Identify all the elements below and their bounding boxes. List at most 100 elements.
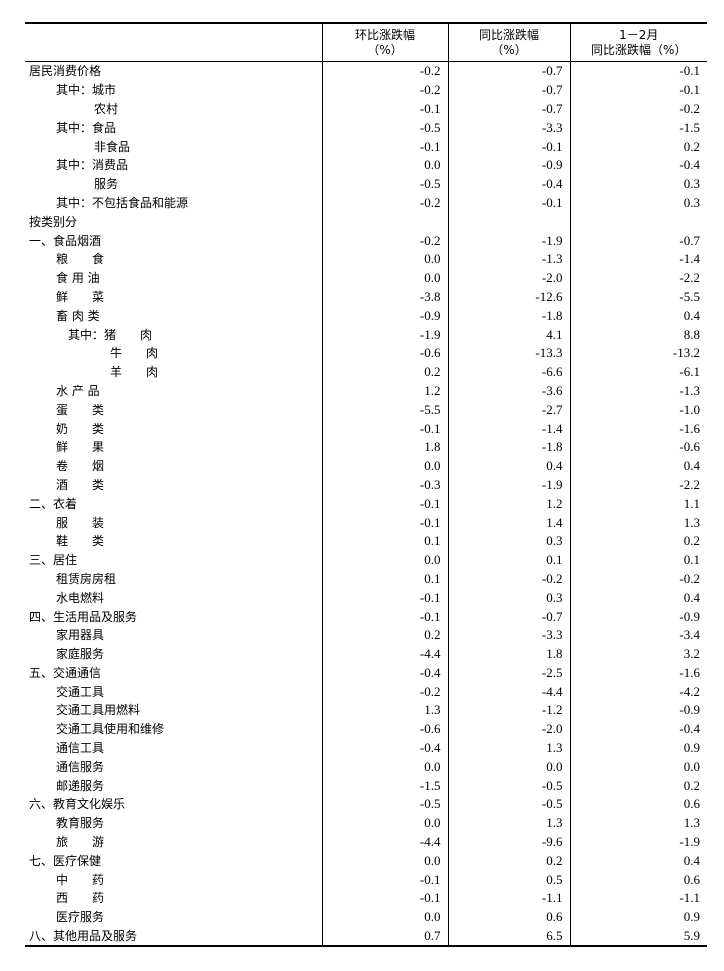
row-label: 奶 类 [56,421,105,436]
cell-ytd-yoy: 0.6 [569,795,707,814]
cell-ytd-yoy: -6.1 [569,362,707,382]
table-row: 服 装 -0.1 1.4 1.3 [25,513,707,532]
row-label: 家用器具 [56,628,105,643]
cell-ytd-yoy: -0.6 [569,437,707,457]
cell-yoy: 1.8 [447,644,570,664]
cell-yoy: -2.7 [447,400,570,420]
cell-mom: 1.8 [321,437,448,457]
cell-yoy: -13.3 [447,343,570,363]
cell-ytd-yoy: 0.1 [569,550,707,570]
cell-mom: 0.0 [321,813,448,833]
cell-yoy [447,212,570,232]
row-label: 旅 游 [56,835,105,850]
header-yoy-line1: 同比涨跌幅 [478,27,539,42]
row-label: 非食品 [94,139,131,154]
cell-yoy: 0.0 [447,757,570,777]
table-row: 七、医疗保健 0.0 0.2 0.4 [25,851,707,871]
cell-ytd-yoy: 0.3 [569,193,707,213]
row-label: 邮递服务 [56,778,105,793]
row-label: 西 药 [56,891,105,906]
cell-mom: -0.1 [321,889,448,908]
cell-mom: -0.6 [321,719,448,739]
cell-mom: -0.1 [321,419,448,438]
cell-mom: -0.4 [321,663,448,683]
cell-mom: 0.0 [321,249,448,269]
cell-ytd-yoy: -5.5 [569,287,707,307]
row-label: 服 装 [56,515,105,530]
cell-yoy: -4.4 [447,682,570,702]
row-label: 水电燃料 [56,590,105,605]
cell-ytd-yoy: 0.4 [569,588,707,608]
table-row: 水电燃料 -0.1 0.3 0.4 [25,588,707,608]
cell-ytd-yoy: -1.6 [569,663,707,683]
table-row: 居民消费价格 -0.2 -0.7 -0.1 [25,61,707,81]
cell-ytd-yoy: -3.4 [569,625,707,645]
cell-mom: 0.1 [321,569,448,589]
cell-yoy: -0.7 [447,80,570,100]
cell-mom: -0.2 [321,231,448,250]
row-label: 其中：食品 [56,120,117,135]
table-row: 八、其他用品及服务 0.7 6.5 5.9 [25,926,707,948]
cell-mom: 0.2 [321,362,448,382]
table-row: 羊 肉 0.2 -6.6 -6.1 [25,362,707,382]
row-label: 二、衣着 [29,496,78,511]
table-row: 牛 肉 -0.6 -13.3 -13.2 [25,343,707,363]
cell-mom: -0.1 [321,494,448,514]
cell-yoy: -0.2 [447,569,570,589]
cell-mom: -0.2 [321,682,448,702]
cell-mom: -1.5 [321,776,448,796]
row-label: 羊 肉 [110,365,159,380]
row-label: 服务 [94,177,119,192]
row-label: 蛋 类 [56,402,105,417]
cell-ytd-yoy: 1.3 [569,813,707,833]
table-row: 家庭服务 -4.4 1.8 3.2 [25,644,707,664]
cell-yoy: -0.1 [447,193,570,213]
table-row: 非食品 -0.1 -0.1 0.2 [25,137,707,156]
table-row: 其中：消费品 0.0 -0.9 -0.4 [25,155,707,175]
cell-ytd-yoy: 0.4 [569,306,707,326]
cell-mom: -0.1 [321,588,448,608]
table-row: 粮 食 0.0 -1.3 -1.4 [25,249,707,269]
table-row: 邮递服务 -1.5 -0.5 0.2 [25,776,707,796]
cell-yoy: -1.4 [447,419,570,438]
cell-ytd-yoy: -0.4 [569,719,707,739]
table-row: 通信服务 0.0 0.0 0.0 [25,757,707,777]
cell-mom: -1.9 [321,325,448,344]
cell-ytd-yoy: 1.1 [569,494,707,514]
cell-yoy: 0.1 [447,550,570,570]
table-row: 二、衣着 -0.1 1.2 1.1 [25,494,707,514]
table-row: 教育服务 0.0 1.3 1.3 [25,813,707,833]
cell-mom: -0.2 [321,61,448,81]
row-label: 通信服务 [56,759,105,774]
cell-ytd-yoy: 0.6 [569,870,707,890]
table-row: 水 产 品 1.2 -3.6 -1.3 [25,381,707,401]
cell-ytd-yoy: -1.4 [569,249,707,269]
cell-yoy: -0.9 [447,155,570,175]
cell-ytd-yoy: -1.6 [569,419,707,438]
cell-ytd-yoy: -0.9 [569,701,707,720]
cell-yoy: -12.6 [447,287,570,307]
cell-ytd-yoy: -1.1 [569,889,707,908]
table-row: 旅 游 -4.4 -9.6 -1.9 [25,832,707,852]
table-row: 医疗服务 0.0 0.6 0.9 [25,907,707,927]
table-row: 其中：城市 -0.2 -0.7 -0.1 [25,80,707,100]
cell-yoy: 1.2 [447,494,570,514]
table-row: 鞋 类 0.1 0.3 0.2 [25,531,707,551]
table-row: 蛋 类 -5.5 -2.7 -1.0 [25,400,707,420]
cell-yoy: -0.7 [447,607,570,626]
cell-mom: 1.2 [321,381,448,401]
row-label: 卷 烟 [56,459,105,474]
cell-yoy: -1.8 [447,437,570,457]
cell-yoy: -0.7 [447,61,570,81]
cell-mom: -0.4 [321,738,448,758]
row-label: 粮 食 [56,252,105,267]
cell-mom: -0.1 [321,607,448,626]
row-label: 其中：消费品 [56,158,129,173]
table-row: 食 用 油 0.0 -2.0 -2.2 [25,268,707,288]
table-row: 六、教育文化娱乐 -0.5 -0.5 0.6 [25,795,707,814]
row-label: 四、生活用品及服务 [29,609,138,624]
row-label: 畜 肉 类 [56,308,100,323]
row-label: 其中：猪 肉 [68,327,153,342]
table-row: 其中：食品 -0.5 -3.3 -1.5 [25,118,707,138]
cell-mom: -0.6 [321,343,448,363]
